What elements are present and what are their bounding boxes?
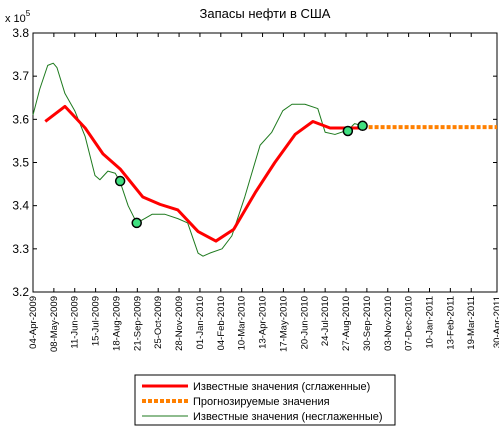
x-tick-label: 10-Mar-2010 bbox=[237, 296, 248, 350]
legend-label: Известные значения (сглаженные) bbox=[193, 381, 370, 393]
y-multiplier-exponent: 5 bbox=[26, 9, 31, 18]
x-tick-label: 04-Feb-2010 bbox=[216, 296, 227, 350]
marker bbox=[342, 125, 354, 137]
marker bbox=[131, 217, 142, 229]
series-line bbox=[44, 104, 363, 243]
y-multiplier: x 105 bbox=[5, 9, 31, 25]
marker bbox=[114, 175, 126, 187]
x-tick-label: 03-Nov-2010 bbox=[383, 296, 394, 351]
x-tick-label: 01-Jan-2010 bbox=[195, 296, 206, 349]
x-tick-label: 30-Apr-2011 bbox=[492, 296, 499, 348]
x-tick-label: 19-Mar-2011 bbox=[466, 296, 477, 350]
x-tick-label: 07-Dec-2010 bbox=[404, 296, 415, 351]
y-tick-label: 3.7 bbox=[12, 69, 29, 83]
legend-label: Прогнозируемые значения bbox=[193, 396, 330, 408]
x-tick-label: 21-Sep-2009 bbox=[132, 296, 143, 351]
x-tick-label: 11-Jun-2009 bbox=[70, 296, 81, 349]
x-tick-label: 25-Oct-2009 bbox=[153, 296, 164, 349]
marker bbox=[357, 120, 368, 132]
x-tick-label: 24-Jul-2010 bbox=[320, 296, 331, 346]
y-multiplier-base: x 10 bbox=[5, 13, 26, 25]
x-tick-label: 18-Aug-2009 bbox=[111, 296, 122, 351]
x-tick-label: 08-May-2009 bbox=[49, 296, 60, 352]
chart-title: Запасы нефти в США bbox=[200, 6, 331, 21]
x-tick-label: 10-Jan-2011 bbox=[424, 296, 435, 349]
y-tick-label: 3.3 bbox=[12, 242, 29, 256]
x-tick-label: 15-Jul-2009 bbox=[91, 296, 102, 346]
legend-label: Известные значения (несглаженные) bbox=[193, 411, 383, 423]
series-line bbox=[32, 62, 363, 257]
x-tick-label: 30-Sep-2010 bbox=[362, 296, 373, 351]
x-tick-label: 04-Apr-2009 bbox=[28, 296, 39, 349]
y-tick-label: 3.6 bbox=[12, 112, 29, 126]
plot-area bbox=[32, 32, 498, 293]
x-tick-label: 13-Feb-2011 bbox=[445, 296, 456, 350]
x-tick-label: 27-Aug-2010 bbox=[341, 296, 352, 351]
y-tick-label: 3.5 bbox=[12, 156, 29, 170]
y-tick-label: 3.8 bbox=[12, 26, 29, 40]
x-tick-label: 20-Jun-2010 bbox=[299, 296, 310, 349]
y-tick-label: 3.4 bbox=[12, 199, 29, 213]
y-tick-label: 3.2 bbox=[12, 285, 29, 299]
x-tick-label: 13-Apr-2010 bbox=[258, 296, 269, 349]
x-tick-label: 17-May-2010 bbox=[278, 296, 289, 352]
x-tick-label: 28-Nov-2009 bbox=[174, 296, 185, 351]
